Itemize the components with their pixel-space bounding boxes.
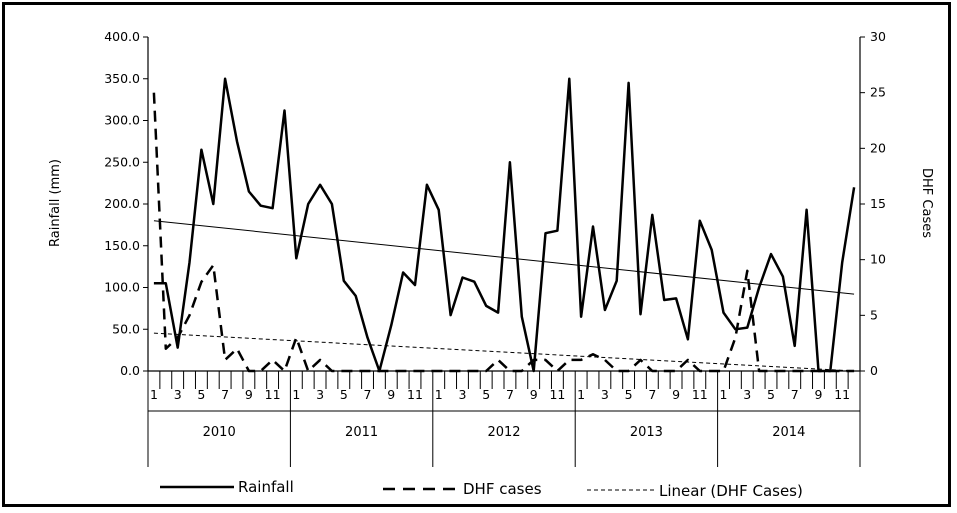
y-tick-label: 0.0 — [120, 363, 140, 378]
y-tick-label: 400.0 — [104, 29, 140, 44]
x-month-label: 1 — [720, 387, 728, 402]
y2-axis-label: DHF Cases — [919, 168, 934, 238]
x-month-label: 11 — [549, 387, 565, 402]
x-month-label: 3 — [316, 387, 324, 402]
x-month-label: 7 — [648, 387, 656, 402]
legend: Rainfall DHF cases Linear (DHF Cases) — [160, 478, 803, 500]
y-tick-label: 50.0 — [112, 321, 140, 336]
x-month-label: 11 — [692, 387, 708, 402]
y2-tick-label: 15 — [870, 196, 886, 211]
x-year-label: 2011 — [345, 425, 378, 440]
x-year-label: 2013 — [630, 425, 663, 440]
x-month-label: 5 — [340, 387, 348, 402]
x-month-label: 7 — [364, 387, 372, 402]
rainfall-trend-line — [153, 220, 855, 295]
x-month-label: 5 — [767, 387, 775, 402]
x-month-label: 3 — [601, 387, 609, 402]
y-axis-label: Rainfall (mm) — [48, 159, 63, 247]
x-month-label: 9 — [530, 387, 538, 402]
x-month-label: 9 — [387, 387, 395, 402]
x-month-label: 11 — [407, 387, 423, 402]
x-month-label: 7 — [791, 387, 799, 402]
legend-dhf-label: DHF cases — [463, 480, 542, 498]
rainfall-line — [153, 77, 856, 373]
axes-layer — [143, 36, 865, 467]
y-tick-label: 100.0 — [104, 280, 140, 295]
x-month-label: 1 — [577, 387, 585, 402]
legend-rainfall-label: Rainfall — [238, 478, 294, 496]
y2-tick-label: 10 — [870, 252, 886, 267]
y2-tick-label: 30 — [870, 29, 886, 44]
rainfall-dhf-chart: Rainfall (mm) DHF Cases 0.0 50.0 100.0 150.… — [48, 29, 934, 500]
chart-frame: Rainfall (mm) DHF Cases 0.0 50.0 100.0 150.… — [2, 2, 951, 507]
x-month-label: 9 — [672, 387, 680, 402]
y2-tick-label: 0 — [870, 363, 878, 378]
y-tick-label: 150.0 — [104, 238, 140, 253]
x-month-label: 7 — [506, 387, 514, 402]
dhf-trend-line — [153, 332, 855, 372]
x-month-label: 7 — [221, 387, 229, 402]
x-month-label: 3 — [458, 387, 466, 402]
legend-trend-label: Linear (DHF Cases) — [659, 482, 803, 500]
y2-tick-label: 20 — [870, 140, 886, 155]
y-tick-label: 300.0 — [104, 113, 140, 128]
x-month-label: 5 — [482, 387, 490, 402]
y2-tick-label: 5 — [870, 307, 878, 322]
x-month-label: 5 — [625, 387, 633, 402]
dhf-cases-line — [152, 92, 855, 373]
x-month-label: 9 — [814, 387, 822, 402]
labels-layer: Rainfall (mm) DHF Cases 0.0 50.0 100.0 150.… — [48, 29, 934, 440]
x-month-label: 3 — [743, 387, 751, 402]
y2-tick-label: 25 — [870, 85, 886, 100]
x-year-label: 2014 — [772, 425, 805, 440]
x-month-label: 1 — [150, 387, 158, 402]
x-year-label: 2012 — [487, 425, 520, 440]
x-month-label: 3 — [174, 387, 182, 402]
x-month-label: 9 — [245, 387, 253, 402]
y-tick-label: 250.0 — [104, 154, 140, 169]
y-tick-label: 200.0 — [104, 196, 140, 211]
x-month-label: 5 — [197, 387, 205, 402]
series-layer — [152, 77, 856, 373]
x-year-label: 2010 — [203, 425, 236, 440]
x-month-label: 11 — [834, 387, 850, 402]
x-month-label: 1 — [435, 387, 443, 402]
x-month-label: 1 — [292, 387, 300, 402]
y-tick-label: 350.0 — [104, 71, 140, 86]
x-month-label: 11 — [265, 387, 281, 402]
